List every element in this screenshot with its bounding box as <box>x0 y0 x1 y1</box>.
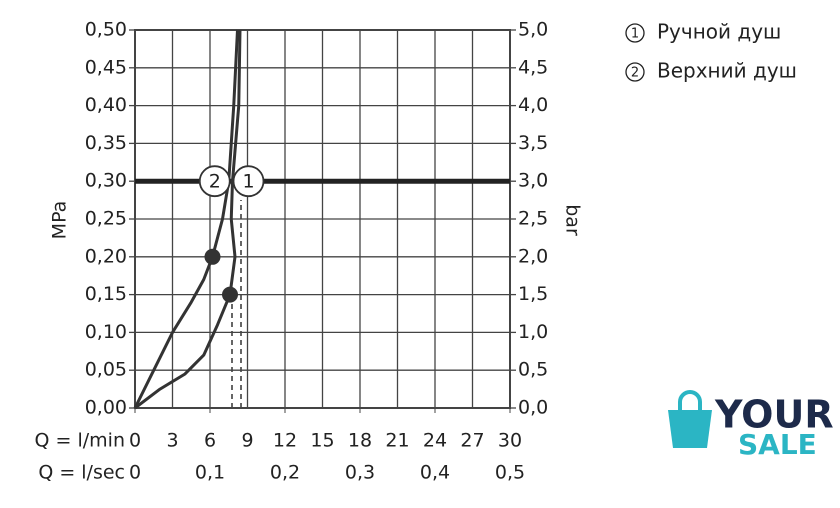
legend-symbol <box>625 62 645 82</box>
y2-tick-label: 4,5 <box>518 56 548 78</box>
x2-tick-label: 0,2 <box>270 462 300 484</box>
y2-tick-label: 1,0 <box>518 321 548 343</box>
legend-symbol-label: 2 <box>631 66 639 81</box>
logo: YOUR SALE <box>668 390 834 461</box>
y2-tick-label: 2,5 <box>518 208 548 230</box>
x-tick-label: 21 <box>385 430 409 452</box>
curve-badge-label: 2 <box>209 171 221 193</box>
y-tick-label: 0,25 <box>85 208 127 230</box>
x-tick-label: 9 <box>241 430 253 452</box>
curve-badge <box>232 165 265 198</box>
logo-line1: YOUR <box>714 393 834 437</box>
logo-icon-handle <box>678 390 702 410</box>
marker-point <box>222 286 238 303</box>
x2-tick-label: 0,4 <box>420 462 450 484</box>
legend-symbol-label: 1 <box>631 27 639 42</box>
y-tick-label: 0,30 <box>85 170 127 192</box>
logo-icon <box>668 410 712 448</box>
plot-frame <box>134 29 511 409</box>
x2-tick-label: 0 <box>129 462 141 484</box>
curve-badge <box>198 165 231 198</box>
x-tick-label: 24 <box>423 430 447 452</box>
x-tick-label: 18 <box>348 430 372 452</box>
marker-point <box>204 248 221 265</box>
logo-line2: SALE <box>738 428 817 461</box>
y-tick-label: 0,15 <box>85 283 127 305</box>
y-tick-label: 0,50 <box>85 19 127 41</box>
legend-symbol <box>625 23 645 43</box>
y-tick-label: 0,10 <box>85 321 127 343</box>
y-tick-label: 0,00 <box>85 397 127 419</box>
y2-axis-label: bar <box>562 204 584 236</box>
x-tick-label: 30 <box>498 430 522 452</box>
y-tick-label: 0,35 <box>85 132 127 154</box>
y2-tick-label: 0,5 <box>518 359 548 381</box>
y-tick-label: 0,40 <box>85 94 127 116</box>
y2-tick-label: 1,5 <box>518 283 548 305</box>
y-tick-label: 0,20 <box>85 245 127 267</box>
y2-tick-label: 0,0 <box>518 397 548 419</box>
y-tick-label: 0,05 <box>85 359 127 381</box>
x-tick-label: 15 <box>310 430 334 452</box>
x-tick-label: 0 <box>129 430 141 452</box>
x-tick-label: 27 <box>460 430 484 452</box>
legend-label: Ручной душ <box>657 20 781 44</box>
x2-tick-label: 0,5 <box>495 462 525 484</box>
y2-tick-label: 3,0 <box>518 170 548 192</box>
legend-label: Верхний душ <box>657 59 797 83</box>
x2-axis-label: Q = l/sec <box>38 462 125 484</box>
series-line <box>133 29 239 409</box>
y2-tick-label: 2,0 <box>518 245 548 267</box>
curve-badge-label: 1 <box>242 171 254 193</box>
x-tick-label: 6 <box>204 430 216 452</box>
x-axis-label: Q = l/min <box>35 430 125 452</box>
y2-tick-label: 3,5 <box>518 132 548 154</box>
y-tick-label: 0,45 <box>85 56 127 78</box>
y-axis-label: MPa <box>49 201 71 240</box>
x-tick-label: 12 <box>273 430 297 452</box>
x-tick-label: 3 <box>166 430 178 452</box>
y2-tick-label: 4,0 <box>518 94 548 116</box>
x2-tick-label: 0,1 <box>195 462 225 484</box>
y2-tick-label: 5,0 <box>518 19 548 41</box>
x2-tick-label: 0,3 <box>345 462 375 484</box>
